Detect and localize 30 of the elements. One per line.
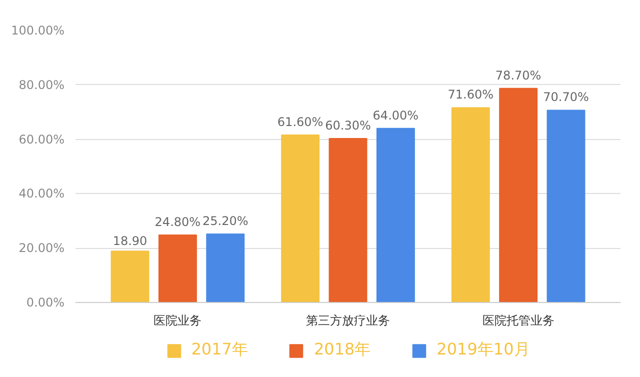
y-tick-label: 20.00%: [18, 241, 65, 256]
bar: [376, 128, 415, 302]
y-tick-label: 40.00%: [18, 186, 65, 201]
bar: [158, 234, 197, 302]
y-tick-label: 60.00%: [18, 132, 65, 146]
bar: [206, 233, 245, 302]
data-label: 25.20%: [202, 214, 248, 228]
data-label: 24.80%: [154, 215, 201, 230]
data-label: 60.30%: [325, 118, 371, 132]
data-label: 70.70%: [543, 90, 589, 104]
legend-label: 2017年: [191, 340, 248, 360]
data-label: 78.70%: [495, 68, 542, 82]
bar: [451, 107, 490, 302]
bar: [546, 110, 586, 302]
bar: [499, 88, 538, 302]
data-label: 71.60%: [448, 88, 494, 102]
bar: [281, 134, 320, 302]
bar: [110, 250, 150, 302]
x-tick-label: 医院托管业务: [482, 314, 554, 328]
x-tick-label: 医院业务: [154, 314, 202, 328]
bar: [328, 138, 368, 302]
x-tick-label: 第三方放疗业务: [306, 314, 390, 328]
legend-label: 2018年: [314, 340, 371, 360]
y-tick-label: 80.00%: [18, 78, 65, 92]
data-label: 61.60%: [277, 114, 324, 129]
y-tick-label: 0.00%: [26, 296, 65, 310]
data-label: 18.90: [112, 234, 148, 248]
legend-label: 2019年10月: [436, 340, 530, 360]
y-tick-label: 100.00%: [11, 24, 64, 38]
data-label: 64.00%: [372, 108, 419, 122]
